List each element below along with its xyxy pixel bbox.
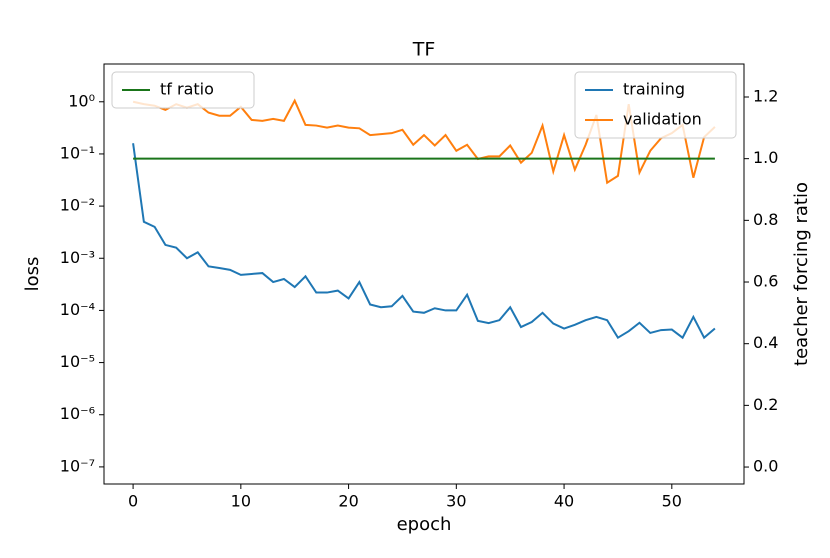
y2-tick-label: 0.8 [753,210,778,229]
y2-tick-label: 0.4 [753,333,778,352]
y2-tick-label: 0.6 [753,272,778,291]
y-tick-label: 10⁻² [60,196,95,215]
x-tick-label: 30 [446,492,466,511]
legend-label: training [623,80,685,99]
legend-box [111,71,255,109]
series-line [132,98,716,185]
legend-label: validation [623,110,702,129]
legend-box [574,71,737,139]
y-tick-label: 10⁻⁶ [60,404,95,423]
y2-tick-label: 1.2 [753,86,778,105]
y2-tick-label: 0.2 [753,395,778,414]
y2-tick-label: 1.0 [753,148,778,167]
y-tick-label: 10⁻⁵ [60,352,95,371]
x-tick-label: 0 [128,492,138,511]
x-tick-label: 40 [554,492,574,511]
y-tick-label: 10⁻³ [60,248,95,267]
y2-tick-label: 0.0 [753,457,778,476]
x-tick-label: 10 [231,492,251,511]
plot-frame [103,63,745,485]
y-tick-label: 10⁰ [68,91,95,110]
y-tick-label: 10⁻⁴ [60,300,95,319]
y-tick-label: 10⁻¹ [60,143,95,162]
x-tick-label: 50 [662,492,682,511]
y2-axis-label: teacher forcing ratio [791,182,812,366]
y-tick-label: 10⁻⁷ [60,456,95,475]
y-axis-label: loss [22,257,43,292]
chart-title: TF [412,39,436,61]
legend-label: tf ratio [160,80,214,99]
series-line [132,143,716,340]
x-tick-label: 20 [338,492,358,511]
x-axis-label: epoch [397,514,452,535]
